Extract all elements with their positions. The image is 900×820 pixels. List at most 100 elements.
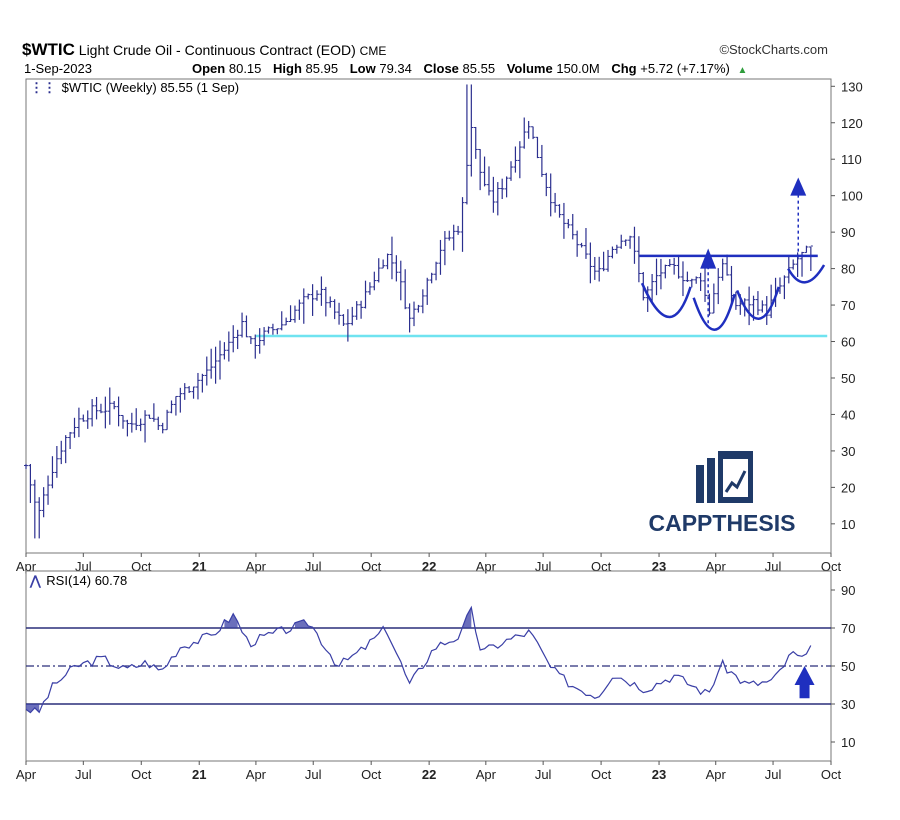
rsi-oversold-fill [26, 704, 40, 713]
rsi-x-tick-label: 21 [192, 767, 206, 782]
rsi-x-tick-label: Oct [361, 767, 382, 782]
rsi-y-tick-label: 30 [841, 697, 855, 712]
price-x-tick-label: Apr [706, 559, 727, 574]
rsi-legend: ⋀ RSI(14) 60.78 [29, 573, 127, 588]
rsi-levels [26, 627, 831, 705]
volume-value: 150.0M [556, 61, 600, 76]
rsi-x-tick-label: Apr [476, 767, 497, 782]
watermark-text: CAPPTHESIS [649, 510, 796, 536]
price-y-tick-label: 80 [841, 262, 855, 277]
rsi-x-tick-label: Oct [131, 767, 152, 782]
target-arrow-icon [790, 177, 807, 196]
chg-label: Chg [611, 61, 637, 76]
exchange: CME [359, 44, 387, 58]
price-x-tick-label: Oct [131, 559, 152, 574]
cup-left-arc [640, 282, 692, 319]
rsi-up-arrow-shape [794, 666, 815, 699]
up-triangle-icon: ▲ [737, 65, 748, 76]
price-y-tick-label: 30 [841, 444, 855, 459]
rsi-y-tick-label: 10 [841, 735, 855, 750]
rsi-x-tick-label: Jul [305, 767, 322, 782]
price-y-tick-label: 90 [841, 225, 855, 240]
rsi-fills [26, 607, 472, 713]
price-x-tick-label: Jul [535, 559, 552, 574]
price-bars [24, 84, 813, 539]
price-x-tick-label: Oct [821, 559, 842, 574]
price-x-tick-label: Apr [16, 559, 37, 574]
chart-title: $WTIC Light Crude Oil - Continuous Contr… [22, 40, 386, 60]
low-label: Low [349, 61, 376, 76]
chg-value: +5.72 (+7.17%) [640, 61, 730, 76]
rsi-x-tick-label: Apr [16, 767, 37, 782]
rsi-x-tick-label: 22 [422, 767, 436, 782]
rsi-x-tick-label: Jul [535, 767, 552, 782]
logo-bar-left [696, 465, 704, 503]
rsi-x-tick-label: Jul [75, 767, 92, 782]
price-x-tick-label: 23 [652, 559, 666, 574]
open-label: Open [192, 61, 226, 76]
price-x-tick-label: Jul [75, 559, 92, 574]
rsi-x-tick-label: Apr [246, 767, 267, 782]
price-y-tick-label: 130 [841, 79, 863, 94]
head-arc [692, 293, 736, 331]
price-legend: ⋮⋮ $WTIC (Weekly) 85.55 (1 Sep) [30, 80, 239, 95]
price-y-tick-label: 50 [841, 371, 855, 386]
logo-chart-line-icon [724, 470, 747, 493]
price-x-tick-label: Jul [305, 559, 322, 574]
high-label: High [273, 61, 302, 76]
price-x-tick-label: Oct [361, 559, 382, 574]
cappthesis-watermark: CAPPTHESIS [649, 451, 796, 536]
rsi-overbought-fill [224, 613, 238, 628]
rsi-x-tick-label: Apr [706, 767, 727, 782]
open-value: 80.15 [228, 61, 262, 76]
logo-bar-mid [707, 458, 715, 503]
ohlc-legend-icon: ⋮⋮ [30, 80, 56, 95]
rsi-x-tick-label: Oct [821, 767, 842, 782]
price-y-tick-label: 10 [841, 517, 855, 532]
rsi-y-tick-label: 50 [841, 659, 855, 674]
price-y-tick-label: 20 [841, 480, 855, 495]
rsi-legend-icon: ⋀ [29, 573, 42, 588]
rsi-up-arrow-icon [794, 666, 815, 699]
rsi-y-tick-label: 70 [841, 621, 855, 636]
price-x-tick-label: Apr [246, 559, 267, 574]
price-x-tick-label: 22 [422, 559, 436, 574]
price-x-tick-label: Oct [591, 559, 612, 574]
price-y-tick-label: 100 [841, 189, 863, 204]
pattern-annotations [639, 177, 826, 331]
price-y-tick-label: 120 [841, 116, 863, 131]
price-y-tick-label: 70 [841, 298, 855, 313]
price-y-tick-label: 110 [841, 152, 862, 167]
price-y-tick-label: 40 [841, 407, 855, 422]
handle-arc [787, 264, 826, 284]
close-value: 85.55 [462, 61, 496, 76]
volume-label: Volume [506, 61, 553, 76]
rsi-y-tick-label: 90 [841, 583, 855, 598]
price-x-tick-label: Jul [765, 559, 782, 574]
rsi-x-tick-label: Jul [765, 767, 782, 782]
price-plot-frame [25, 78, 832, 554]
rsi-x-tick-label: Oct [591, 767, 612, 782]
high-value: 85.95 [305, 61, 339, 76]
price-x-tick-label: 21 [192, 559, 206, 574]
price-x-tick-label: Apr [476, 559, 497, 574]
neckline-arrow-icon [700, 248, 717, 269]
cup-right-arc [735, 286, 780, 320]
low-value: 79.34 [379, 61, 412, 76]
price-panel: 10 20 30 40 50 60 70 80 90 100 110 120 130 Apr Jul Oct… [16, 78, 863, 574]
instrument-name: Light Crude Oil - Continuous Contract (E… [78, 42, 356, 58]
rsi-y-axis: 10 30 50 70 90 [831, 583, 855, 750]
price-y-axis: 10 20 30 40 50 60 70 80 90 100 110 120 130 [831, 79, 863, 532]
price-y-tick-label: 60 [841, 335, 855, 350]
stockcharts-credit[interactable]: ©StockCharts.com [719, 42, 828, 57]
rsi-line [25, 605, 812, 714]
rsi-x-axis: Apr Jul Oct 21 Apr Jul Oct 22 Apr Jul Oct 23 Apr Jul O… [16, 761, 842, 782]
symbol: $WTIC [22, 40, 75, 59]
price-x-axis: Apr Jul Oct 21 Apr Jul Oct 22 Apr Jul Oct 23 Apr Jul O… [16, 553, 842, 574]
rsi-x-tick-label: 23 [652, 767, 666, 782]
close-label: Close [423, 61, 459, 76]
ohlc-summary: Open 80.15 High 85.95 Low 79.34 Close 85… [192, 61, 755, 76]
quote-date: 1-Sep-2023 [24, 61, 92, 76]
